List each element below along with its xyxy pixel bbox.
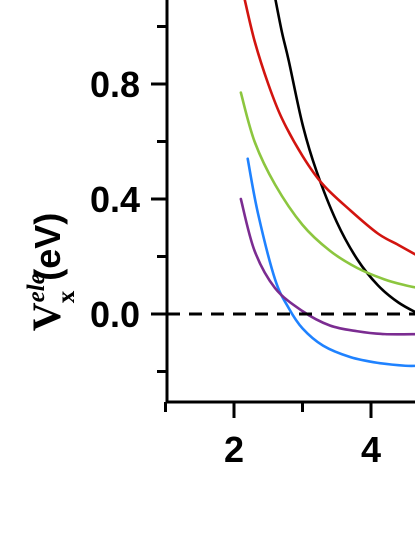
y-tick-label-0: 0.8 xyxy=(90,64,140,105)
series-line-1 xyxy=(243,0,415,256)
y-tick-labels: 0.8 0.4 0.0 xyxy=(90,64,140,335)
y-tick-label-1: 0.4 xyxy=(90,179,140,220)
x-tick-label-1: 4 xyxy=(361,429,381,470)
series-line-0 xyxy=(274,0,415,314)
y-axis-label: Vele x (eV) xyxy=(23,213,80,332)
series-line-3 xyxy=(246,157,415,368)
series-layer xyxy=(239,0,415,368)
series-line-4 xyxy=(239,197,415,336)
ticks-layer xyxy=(151,25,373,418)
y-label-unit: (eV) xyxy=(27,213,68,281)
series-line-2 xyxy=(239,91,415,289)
y-label-subscript: x xyxy=(53,290,80,303)
x-tick-label-0: 2 xyxy=(224,429,244,470)
y-label-superscript: ele xyxy=(23,273,50,302)
y-label-main: V xyxy=(24,302,69,331)
y-tick-label-2: 0.0 xyxy=(90,294,140,335)
